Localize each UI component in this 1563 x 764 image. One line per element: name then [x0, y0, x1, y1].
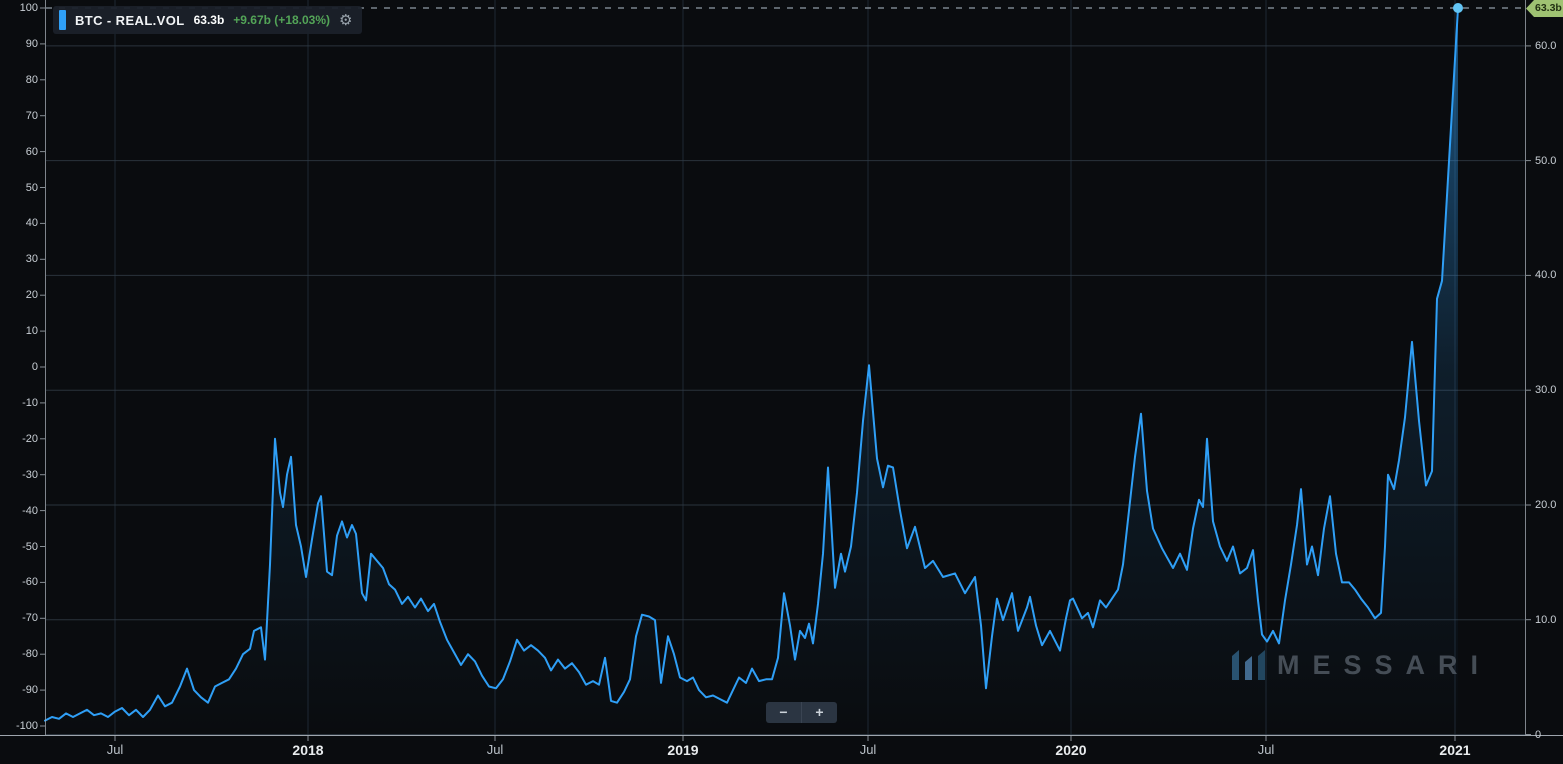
series-area-fill — [45, 8, 1458, 735]
messari-watermark: MESSARI — [1232, 650, 1491, 680]
settings-gear-icon[interactable]: ⚙ — [339, 11, 353, 29]
last-value-badge: 63.3b — [1526, 0, 1563, 17]
series-change: +9.67b (+18.03%) — [233, 13, 331, 27]
series-legend[interactable]: BTC - REAL.VOL 63.3b +9.67b (+18.03%) ⚙ — [53, 6, 363, 34]
zoom-controls-divider — [801, 702, 802, 723]
messari-watermark-text: MESSARI — [1277, 649, 1492, 680]
zoom-in-button[interactable]: + — [802, 702, 837, 723]
messari-logo-icon — [1232, 650, 1265, 680]
zoom-out-button[interactable]: − — [766, 702, 801, 723]
series-line — [44, 7, 1459, 722]
series-color-bar — [59, 10, 66, 30]
zoom-controls: − + — [766, 702, 837, 723]
series-last-value: 63.3b — [193, 13, 225, 27]
last-point-marker — [1453, 3, 1463, 13]
series-title: BTC - REAL.VOL — [75, 12, 185, 28]
last-value-badge-label: 63.3b — [1535, 2, 1562, 14]
